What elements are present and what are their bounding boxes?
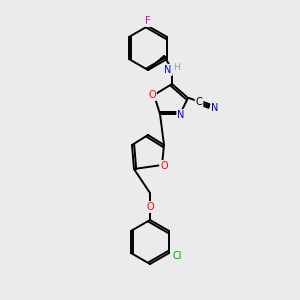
Text: N: N xyxy=(177,110,185,120)
Text: O: O xyxy=(160,161,168,171)
Text: O: O xyxy=(148,90,156,100)
Text: F: F xyxy=(145,16,151,26)
Text: Cl: Cl xyxy=(172,251,182,261)
Text: N: N xyxy=(211,103,219,113)
Text: N: N xyxy=(164,65,172,75)
Text: H: H xyxy=(174,64,180,73)
Text: O: O xyxy=(146,202,154,212)
Text: C: C xyxy=(196,97,202,107)
